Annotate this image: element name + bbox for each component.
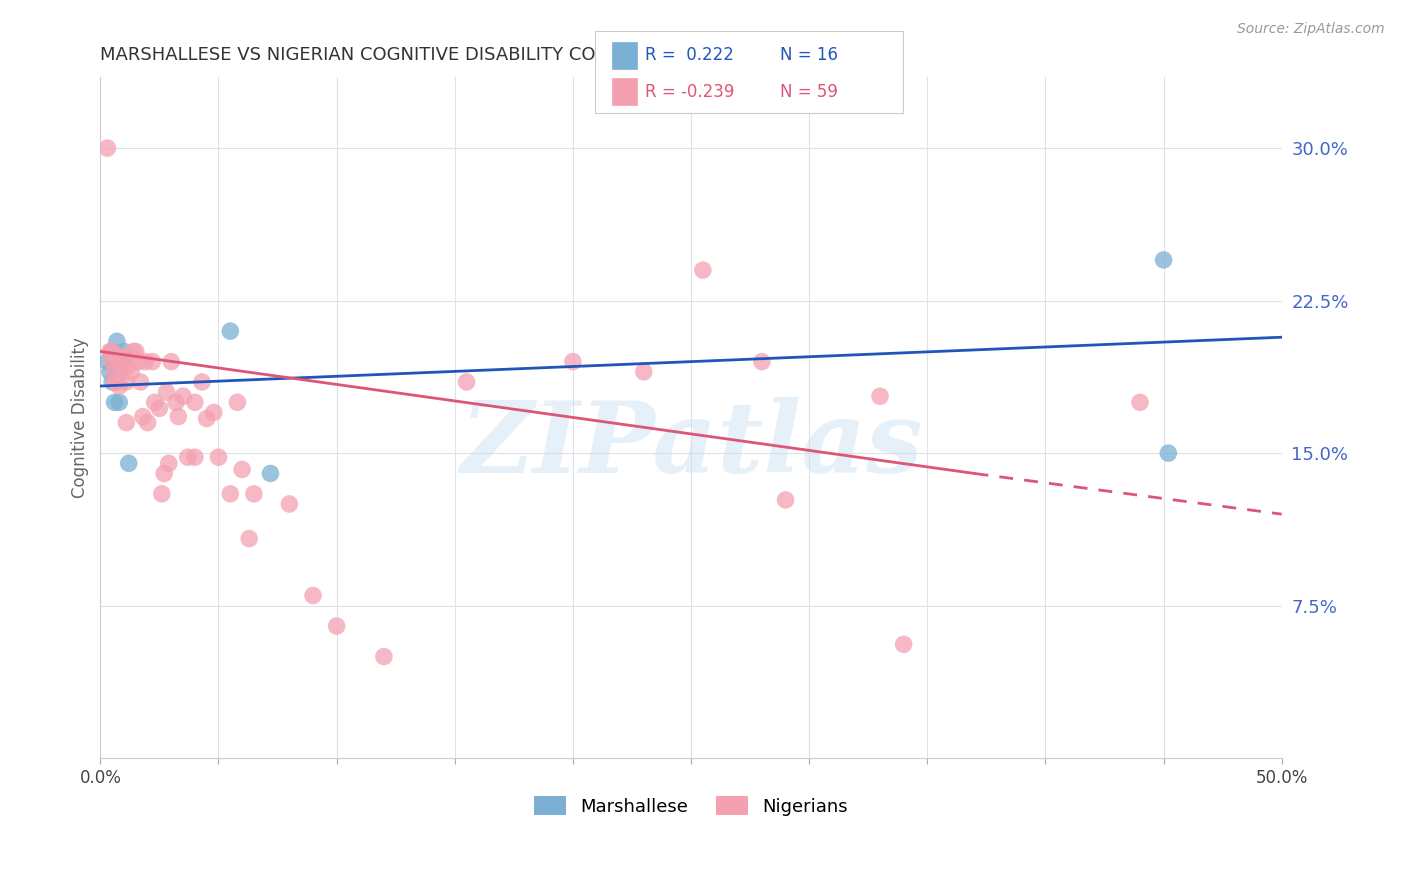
Point: [101, 344, 124, 359]
Point: [207, 450, 229, 465]
Point: [177, 450, 200, 465]
Point: [226, 395, 249, 409]
Point: [110, 360, 132, 375]
Point: [105, 349, 128, 363]
Point: [143, 395, 166, 409]
Point: [155, 385, 177, 400]
Point: [129, 375, 152, 389]
Point: [120, 365, 142, 379]
Point: [456, 375, 478, 389]
Point: [108, 395, 131, 409]
Point: [1157, 446, 1180, 460]
Point: [219, 487, 242, 501]
Point: [101, 344, 124, 359]
Point: [278, 497, 301, 511]
Point: [105, 375, 128, 389]
Point: [115, 375, 138, 389]
Text: N = 59: N = 59: [780, 83, 838, 101]
Point: [112, 344, 135, 359]
Point: [118, 359, 141, 373]
Point: [219, 324, 242, 338]
Point: [191, 375, 214, 389]
Point: [150, 487, 173, 501]
Point: [167, 409, 190, 424]
Point: [160, 354, 183, 368]
Point: [115, 416, 138, 430]
Point: [136, 416, 159, 430]
Point: [112, 351, 135, 365]
Point: [110, 354, 132, 368]
Point: [103, 395, 125, 409]
Point: [165, 395, 187, 409]
Point: [101, 375, 124, 389]
Text: R = -0.239: R = -0.239: [645, 83, 735, 101]
Point: [108, 354, 131, 368]
Point: [238, 532, 260, 546]
Y-axis label: Cognitive Disability: Cognitive Disability: [72, 337, 89, 498]
Point: [98, 365, 121, 379]
Point: [96, 141, 118, 155]
Point: [141, 354, 163, 368]
Point: [184, 395, 207, 409]
Point: [775, 492, 797, 507]
Point: [195, 411, 218, 425]
Point: [259, 467, 281, 481]
Point: [118, 456, 141, 470]
Point: [96, 354, 118, 368]
Text: R =  0.222: R = 0.222: [645, 46, 734, 64]
Point: [1153, 252, 1175, 267]
Point: [1129, 395, 1152, 409]
Point: [103, 375, 125, 389]
Point: [153, 467, 176, 481]
Point: [172, 389, 194, 403]
Text: Source: ZipAtlas.com: Source: ZipAtlas.com: [1237, 22, 1385, 37]
Text: N = 16: N = 16: [780, 46, 838, 64]
Point: [148, 401, 170, 416]
Point: [202, 405, 225, 419]
Point: [108, 379, 131, 393]
Point: [127, 354, 149, 368]
Point: [105, 368, 128, 383]
Point: [751, 354, 773, 368]
Point: [132, 409, 155, 424]
Point: [103, 354, 125, 368]
Point: [157, 456, 180, 470]
Point: [105, 334, 128, 349]
Point: [325, 619, 347, 633]
Point: [302, 589, 325, 603]
Text: MARSHALLESE VS NIGERIAN COGNITIVE DISABILITY CORRELATION CHART: MARSHALLESE VS NIGERIAN COGNITIVE DISABI…: [100, 46, 763, 64]
Point: [243, 487, 266, 501]
Point: [184, 450, 207, 465]
Point: [561, 354, 583, 368]
Legend: Marshallese, Nigerians: Marshallese, Nigerians: [527, 789, 855, 823]
Point: [101, 354, 124, 368]
Point: [231, 462, 253, 476]
Point: [134, 354, 156, 368]
Point: [373, 649, 395, 664]
Point: [692, 263, 714, 277]
Point: [122, 344, 145, 359]
Point: [103, 365, 125, 379]
Point: [869, 389, 891, 403]
Text: ZIPatlas: ZIPatlas: [460, 397, 922, 493]
Point: [98, 344, 121, 359]
Point: [633, 365, 655, 379]
Point: [893, 637, 915, 651]
Point: [125, 344, 148, 359]
